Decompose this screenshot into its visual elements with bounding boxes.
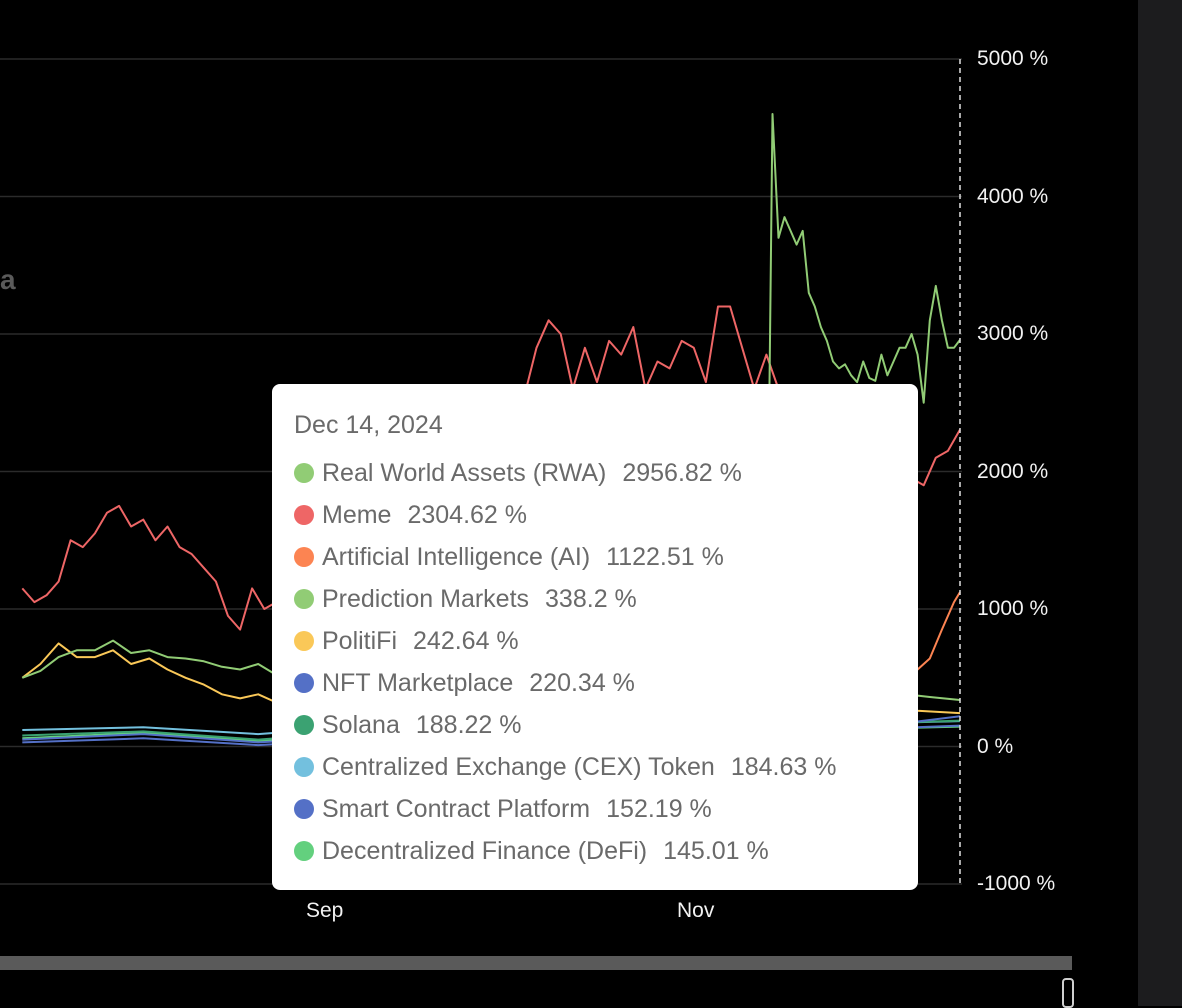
tooltip-row: Decentralized Finance (DeFi) 145.01 %	[294, 830, 918, 872]
y-tick-label: 2000 %	[977, 459, 1049, 483]
tooltip: Dec 14, 2024 Real World Assets (RWA) 2956…	[272, 384, 918, 890]
tooltip-series-value: 220.34 %	[529, 668, 635, 697]
tooltip-series-name: NFT Marketplace	[322, 668, 514, 697]
tooltip-row: Prediction Markets 338.2 %	[294, 578, 918, 620]
tooltip-series-value: 184.63 %	[730, 752, 837, 781]
legend-dot-icon	[294, 757, 314, 777]
x-tick-label: Sep	[306, 899, 344, 922]
tooltip-series-name: Solana	[322, 710, 400, 739]
tooltip-row: PolitiFi 242.64 %	[294, 620, 918, 662]
y-tick-label: 5000 %	[977, 47, 1049, 70]
range-slider-track[interactable]	[0, 956, 1072, 970]
tooltip-series-value: 242.64 %	[413, 626, 519, 655]
y-tick-label: 3000 %	[977, 322, 1049, 345]
tooltip-row: Real World Assets (RWA) 2956.82 %	[294, 452, 918, 494]
tooltip-series-value: 338.2 %	[545, 584, 637, 613]
legend-dot-icon	[294, 799, 314, 819]
legend-dot-icon	[294, 715, 314, 735]
tooltip-series-name: Smart Contract Platform	[322, 794, 591, 823]
tooltip-series-name: Artificial Intelligence (AI)	[322, 542, 591, 571]
chart-area[interactable]: a 5000 % 4000 % 3000 % 2000 % 1000 % 0 % -1000…	[0, 0, 1138, 1008]
legend-dot-icon	[294, 505, 314, 525]
legend-dot-icon	[294, 673, 314, 693]
tooltip-series-value: 152.19 %	[606, 794, 712, 823]
tooltip-series-value: 145.01 %	[663, 836, 769, 865]
tooltip-series-name: Prediction Markets	[322, 584, 530, 613]
tooltip-series-name: PolitiFi	[322, 626, 398, 655]
tooltip-row: Solana 188.22 %	[294, 704, 918, 746]
range-slider-handle[interactable]	[1062, 978, 1074, 1008]
series-line	[693, 113, 961, 700]
legend-dot-icon	[294, 589, 314, 609]
watermark-text: a	[0, 264, 16, 295]
tooltip-date: Dec 14, 2024	[294, 411, 443, 439]
y-tick-label: 0 %	[977, 734, 1014, 758]
legend-dot-icon	[294, 547, 314, 567]
legend-dot-icon	[294, 631, 314, 651]
tooltip-series-value: 188.22 %	[415, 710, 522, 739]
tooltip-series-value: 1122.51 %	[606, 542, 724, 571]
tooltip-row: Artificial Intelligence (AI) 1122.51 %	[294, 536, 918, 578]
x-tick-label: Nov	[677, 899, 715, 922]
tooltip-series-name: Real World Assets (RWA)	[322, 458, 607, 487]
tooltip-rows: Real World Assets (RWA) 2956.82 % Meme 2304…	[294, 452, 918, 872]
tooltip-series-name: Decentralized Finance (DeFi)	[322, 836, 648, 865]
tooltip-row: Smart Contract Platform 152.19 %	[294, 788, 918, 830]
tooltip-row: Centralized Exchange (CEX) Token 184.63 %	[294, 746, 918, 788]
tooltip-series-name: Meme	[322, 500, 392, 529]
tooltip-series-name: Centralized Exchange (CEX) Token	[322, 752, 715, 781]
y-tick-label: -1000 %	[977, 872, 1056, 895]
side-panel-edge	[1138, 0, 1182, 1006]
y-tick-label: 4000 %	[977, 184, 1049, 208]
y-tick-label: 1000 %	[977, 597, 1049, 620]
tooltip-series-value: 2304.62 %	[407, 500, 528, 529]
legend-dot-icon	[294, 841, 314, 861]
legend-dot-icon	[294, 463, 314, 483]
tooltip-row: NFT Marketplace 220.34 %	[294, 662, 918, 704]
tooltip-series-value: 2956.82 %	[622, 458, 742, 487]
tooltip-row: Meme 2304.62 %	[294, 494, 918, 536]
